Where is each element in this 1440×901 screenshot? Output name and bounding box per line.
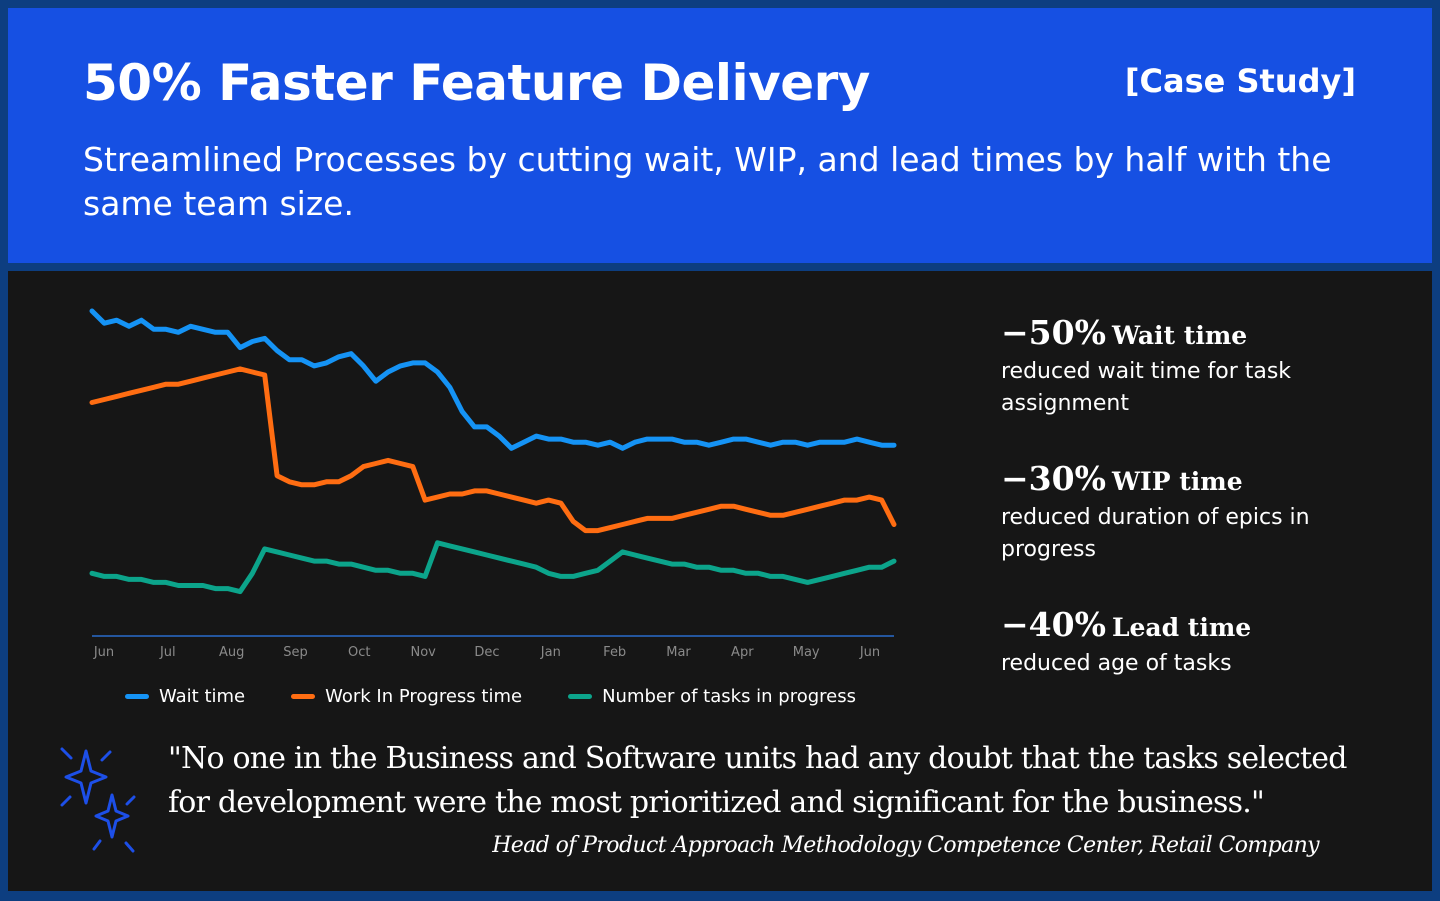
sparkles-icon — [60, 747, 136, 853]
legend-item-tasks: Number of tasks in progress — [568, 686, 856, 707]
x-tick-label: Feb — [603, 645, 626, 660]
stat-label: WIP time — [1111, 467, 1243, 496]
series-line-number-of-tasks-in-progress — [89, 540, 897, 595]
series-line-work-in-progress-time — [89, 366, 897, 534]
line-chart: Jun Jul Aug Sep Oct Nov Dec Jan Feb Mar Apr May Jun — [89, 308, 897, 660]
series-line-wait-time — [89, 308, 897, 451]
x-tick-labels: Jun Jul Aug Sep Oct Nov Dec Jan Feb Mar Apr May Jun — [93, 645, 880, 660]
stat-description: reduced duration of epics in progress — [1001, 505, 1310, 562]
stat-value: −50% — [1001, 313, 1106, 352]
stat-value: −40% — [1001, 605, 1106, 644]
stat-description: reduced wait time for task assignment — [1001, 359, 1292, 416]
x-tick-label: Sep — [283, 645, 308, 660]
x-tick-label: Nov — [411, 645, 437, 660]
testimonial-quote: "No one in the Business and Software uni… — [168, 741, 1347, 820]
series-layer — [89, 308, 897, 595]
legend-label-tasks: Number of tasks in progress — [602, 685, 857, 707]
page-subtitle: Streamlined Processes by cutting wait, W… — [83, 140, 1332, 223]
x-tick-label: Apr — [731, 645, 754, 660]
x-tick-label: Aug — [219, 645, 244, 660]
stat-label: Lead time — [1111, 613, 1252, 642]
x-tick-label: Oct — [348, 645, 370, 660]
x-tick-label: Dec — [474, 645, 499, 660]
case-study-tag: [Case Study] — [1124, 62, 1356, 100]
legend-swatch-tasks — [568, 693, 593, 699]
stat-label: Wait time — [1111, 321, 1248, 350]
legend-item-wip-time: Work In Progress time — [291, 686, 522, 707]
page-title: 50% Faster Feature Delivery — [83, 54, 870, 112]
header-banner: 50% Faster Feature Delivery [Case Study]… — [8, 8, 1432, 263]
legend-label-wait: Wait time — [159, 685, 246, 707]
stat-lead-time: −40% Lead time reduced age of tasks — [1001, 605, 1381, 680]
content-panel: Jun Jul Aug Sep Oct Nov Dec Jan Feb Mar Apr May Jun … — [8, 271, 1432, 891]
x-tick-label: Mar — [666, 645, 691, 660]
stat-description: reduced age of tasks — [1001, 651, 1232, 676]
stat-wait-time: −50% Wait time reduced wait time for task… — [1001, 313, 1381, 420]
x-tick-label: May — [793, 645, 820, 660]
x-tick-label: Jun — [93, 645, 114, 660]
quote-attribution: Head of Product Approach Methodology Com… — [492, 833, 1319, 858]
stat-wip-time: −30% WIP time reduced duration of epics i… — [1001, 459, 1381, 566]
x-tick-label: Jun — [859, 645, 880, 660]
legend-item-wait-time: Wait time — [125, 686, 245, 707]
legend-label-wip: Work In Progress time — [325, 685, 523, 707]
stat-value: −30% — [1001, 459, 1106, 498]
legend-swatch-wait — [125, 693, 149, 699]
legend-swatch-wip — [291, 693, 316, 699]
chart-legend: Wait time Work In Progress time Number o… — [125, 684, 902, 708]
x-tick-label: Jan — [540, 645, 561, 660]
x-tick-label: Jul — [159, 645, 176, 660]
